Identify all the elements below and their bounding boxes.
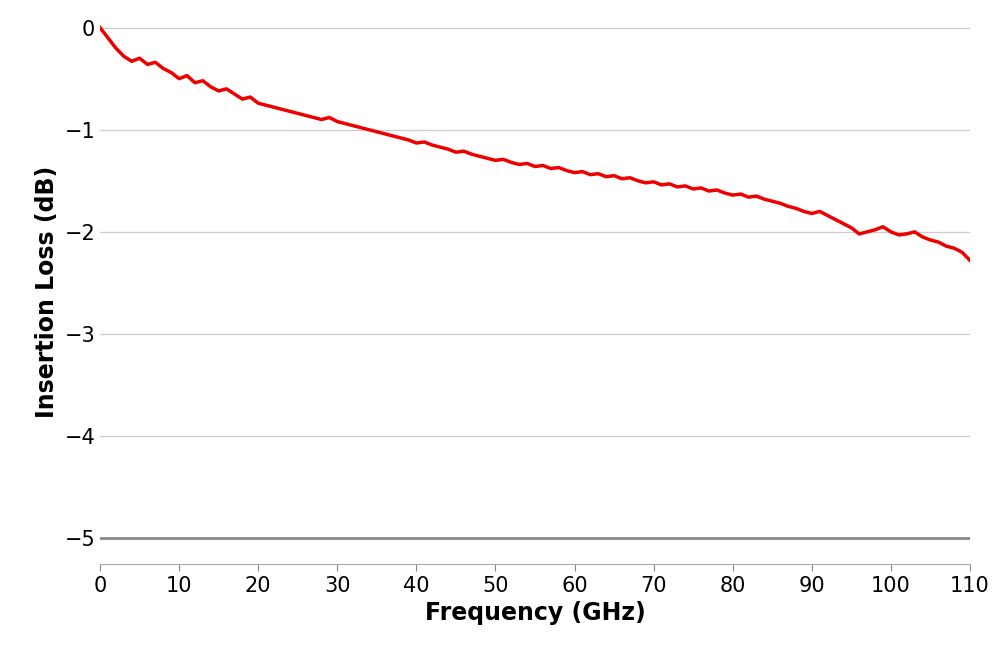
Y-axis label: Insertion Loss (dB): Insertion Loss (dB) — [35, 165, 59, 418]
X-axis label: Frequency (GHz): Frequency (GHz) — [425, 601, 645, 625]
